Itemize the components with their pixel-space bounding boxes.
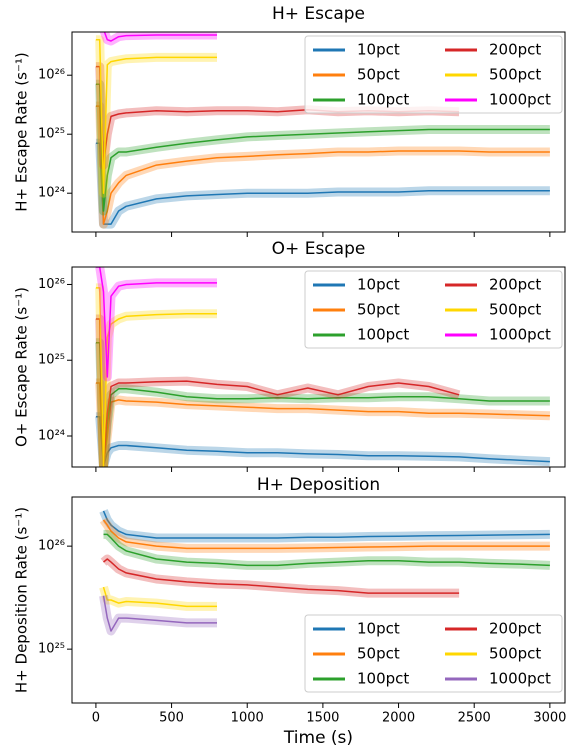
y-tick-label: 10²⁵ — [38, 127, 65, 142]
chart-title: H+ Escape — [272, 4, 365, 24]
legend-label: 100pct — [357, 670, 409, 688]
x-tick-label: 1000 — [231, 711, 264, 726]
series-line — [102, 595, 217, 632]
x-tick-label: 0 — [92, 711, 100, 726]
series-line — [102, 586, 217, 608]
y-tick-label: 10²⁵ — [38, 642, 65, 657]
legend-label: 1000pct — [489, 91, 551, 109]
x-tick-label: 500 — [159, 711, 184, 726]
x-tick-label: 2000 — [382, 711, 415, 726]
legend-box — [304, 270, 563, 349]
axes-frame — [71, 496, 566, 704]
legend-box — [304, 35, 563, 114]
series-line — [95, 415, 550, 467]
legend-label: 1000pct — [489, 670, 551, 688]
series-line — [103, 32, 217, 42]
series-line — [95, 342, 550, 467]
y-tick-label: 10²⁴ — [38, 429, 65, 444]
x-axis-label: Time (s) — [283, 728, 353, 748]
series-line — [95, 318, 460, 467]
y-tick-label: 10²⁶ — [38, 68, 65, 83]
series-line — [95, 267, 217, 378]
series-line — [95, 287, 217, 467]
series-line — [95, 142, 550, 225]
legend-label: 200pct — [489, 276, 541, 294]
legend-label: 500pct — [489, 66, 541, 84]
axes-frame — [71, 31, 566, 233]
series-line — [95, 83, 550, 212]
chart-title: O+ Escape — [272, 239, 366, 259]
plot-area — [95, 32, 550, 229]
legend-label: 50pct — [357, 66, 400, 84]
legend-label: 10pct — [357, 41, 400, 59]
legend-label: 10pct — [357, 620, 400, 638]
series-line — [103, 533, 550, 567]
series-line — [102, 519, 550, 550]
axes-frame — [71, 266, 566, 468]
x-tick-label: 2500 — [458, 711, 491, 726]
legend-label: 1000pct — [489, 326, 551, 344]
series-line — [95, 105, 550, 225]
y-tick-label: 10²⁵ — [38, 353, 65, 368]
y-tick-label: 10²⁶ — [38, 539, 65, 554]
y-axis-label: O+ Escape Rate (s⁻¹) — [13, 287, 31, 447]
series-line — [95, 382, 550, 467]
y-tick-label: 10²⁶ — [38, 277, 65, 292]
plot-area — [99, 509, 551, 636]
legend-box — [304, 614, 563, 693]
chart-title: H+ Deposition — [257, 475, 380, 495]
x-tick-label: 3000 — [533, 711, 566, 726]
legend-label: 50pct — [357, 645, 400, 663]
y-tick-label: 10²⁴ — [38, 186, 65, 201]
y-axis-label: H+ Escape Rate (s⁻¹) — [13, 52, 31, 211]
series-line — [95, 38, 217, 194]
legend-label: 50pct — [357, 301, 400, 319]
x-tick-label: 1500 — [306, 711, 339, 726]
legend-label: 200pct — [489, 41, 541, 59]
y-axis-label: H+ Deposition Rate (s⁻¹) — [13, 507, 31, 693]
legend-label: 500pct — [489, 301, 541, 319]
legend-label: 100pct — [357, 91, 409, 109]
series-line — [103, 558, 460, 594]
legend-label: 100pct — [357, 326, 409, 344]
series-line — [102, 510, 550, 539]
plot-area — [95, 267, 551, 467]
legend-label: 200pct — [489, 620, 541, 638]
legend-label: 10pct — [357, 276, 400, 294]
legend-label: 500pct — [489, 645, 541, 663]
